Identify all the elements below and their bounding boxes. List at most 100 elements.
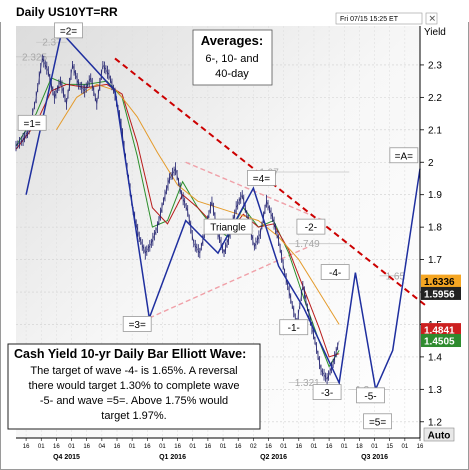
wave-label-box xyxy=(279,319,309,336)
y-tick-label: 1.7 xyxy=(428,255,442,266)
x-tick-label: 16 xyxy=(265,444,272,450)
price-label: 1.6336 xyxy=(424,277,455,288)
y-tick-label: 1.2 xyxy=(428,417,442,428)
y-tick-label: 2.2 xyxy=(428,93,442,104)
x-axis-periods: Q4 2015 Q1 2016 Q2 2016 Q3 2016 xyxy=(53,454,388,461)
x-tick-label: 16 xyxy=(326,444,333,450)
wave-label: =2= xyxy=(60,26,77,37)
y-axis-ticks: 1.21.31.41.51.61.71.81.922.12.22.3 xyxy=(419,26,442,438)
x-tick-label: 16 xyxy=(295,444,302,450)
x-tick-label: 01 xyxy=(159,444,166,450)
callout-line-3: -5- and wave =5=. Above 1.75% would xyxy=(40,395,228,407)
callout-line-1: The target of wave -4- is 1.65%. A rever… xyxy=(30,365,237,377)
wave-labels: =1= =2= =3= =4= Triangle -2- -4- -1- -3- -5- =5= =A… xyxy=(17,22,419,430)
resistance-line xyxy=(114,57,426,306)
level-label: 1.321 xyxy=(295,378,320,389)
auto-button[interactable]: Auto xyxy=(423,427,455,442)
x-period-label: Q3 2016 xyxy=(361,454,388,461)
wave-label: Triangle xyxy=(210,223,246,234)
ma-10day xyxy=(15,83,340,358)
level-label: 1.65 xyxy=(386,271,406,282)
wave-label: -3- xyxy=(321,388,333,399)
x-tick-label: 16 xyxy=(205,444,212,450)
wave-label-box xyxy=(247,170,276,186)
close-icon: ✕ xyxy=(429,15,437,25)
wave-label: =A= xyxy=(395,151,414,162)
timestamp: Fri 07/15 15:25 ET xyxy=(340,16,399,23)
x-tick-label: 16 xyxy=(417,444,424,450)
price-label-box xyxy=(421,286,461,300)
x-tick-label: 01 xyxy=(371,444,378,450)
price-label: 1.4505 xyxy=(424,337,455,348)
averages-line-1: 6-, 10- and xyxy=(205,53,258,65)
x-tick-label: 01 xyxy=(68,444,75,450)
projection-path xyxy=(25,30,421,392)
x-tick-label: 01 xyxy=(220,444,227,450)
resistance-line-path xyxy=(114,57,426,306)
callout-line-2: there would target 1.30% to complete wav… xyxy=(29,380,240,392)
callout-title: Cash Yield 10-yr Daily Bar Elliott Wave: xyxy=(14,347,246,361)
wave-label: -1- xyxy=(288,323,300,334)
wave-label: =5= xyxy=(369,417,386,428)
x-tick-label: 15 xyxy=(386,444,393,450)
x-tick-label: 16 xyxy=(53,444,60,450)
x-period-label: Q1 2016 xyxy=(159,454,186,461)
y-tick-label: 1.4 xyxy=(428,352,442,363)
price-label: 1.4841 xyxy=(424,326,455,337)
projection-line xyxy=(25,30,421,392)
wave-label: -2- xyxy=(305,223,317,234)
y-tick-label: 2 xyxy=(428,158,434,169)
y-tick-label: 1.3 xyxy=(428,385,442,396)
wave-label: =3= xyxy=(129,320,146,331)
wave-label-box xyxy=(356,387,385,404)
level-label: 2.325 xyxy=(22,52,47,63)
wave-label-box xyxy=(312,384,342,400)
close-button[interactable] xyxy=(425,12,438,25)
wave-label-box xyxy=(389,147,419,164)
y-tick-label: 2.1 xyxy=(428,125,442,136)
price-label: 1.5956 xyxy=(424,289,455,300)
x-tick-label: 16 xyxy=(144,444,151,450)
x-tick-label: 18 xyxy=(356,444,363,450)
wave-label: =1= xyxy=(24,119,41,130)
wave-label-box xyxy=(17,114,47,131)
x-tick-label: 01 xyxy=(402,444,409,450)
y-tick-label: 1.9 xyxy=(428,190,442,201)
wave-label: -4- xyxy=(329,268,341,279)
averages-box: Averages: 6-, 10- and 40-day xyxy=(192,29,273,86)
x-tick-label: 01 xyxy=(129,444,136,450)
x-period-label: Q4 2015 xyxy=(53,454,80,461)
level-label: 1.749 xyxy=(295,239,320,250)
price-label-box xyxy=(421,274,461,288)
wave-label-box xyxy=(54,22,83,39)
level-label: 2.37 xyxy=(42,38,62,49)
wave-label: =4= xyxy=(253,174,270,185)
wave-label-box xyxy=(296,218,326,235)
x-tick-label: 01 xyxy=(189,444,196,450)
x-period-label: Q2 2016 xyxy=(260,454,287,461)
x-tick-label: 16 xyxy=(174,444,181,450)
x-tick-label: 01 xyxy=(311,444,318,450)
price-label-box xyxy=(421,334,461,348)
elliott-callout: Cash Yield 10-yr Daily Bar Elliott Wave:… xyxy=(7,343,261,430)
x-tick-label: 16 xyxy=(83,444,90,450)
x-tick-label: 16 xyxy=(235,444,242,450)
y-axis-label: Yield xyxy=(424,27,446,38)
averages-title: Averages: xyxy=(201,33,263,48)
x-axis-ticks: 16 01 16 01 16 04 16 01 16 01 16 01 16 01 16 02 16 01 16 01… xyxy=(16,437,424,450)
averages-line-2: 40-day xyxy=(215,68,249,80)
x-tick-label: 04 xyxy=(99,444,106,450)
x-tick-label: 01 xyxy=(280,444,287,450)
timestamp-box xyxy=(335,12,423,25)
wave-label: -5- xyxy=(364,391,376,402)
callout-line-4: target 1.97%. xyxy=(101,410,166,422)
moving-averages xyxy=(15,77,340,368)
x-tick-label: 16 xyxy=(23,444,30,450)
y-tick-label: 1.8 xyxy=(428,223,442,234)
price-label-box xyxy=(421,323,461,337)
x-tick-label: 16 xyxy=(114,444,121,450)
wave-label-box xyxy=(203,218,253,235)
wave-label-box xyxy=(363,413,392,430)
